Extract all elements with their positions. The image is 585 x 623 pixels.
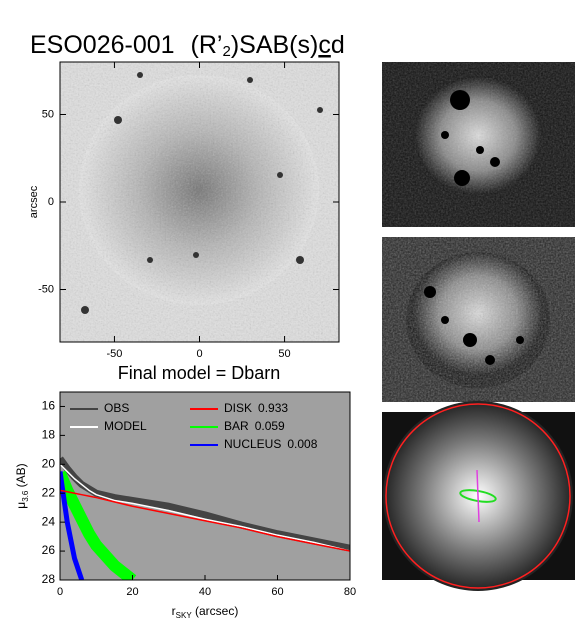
- x-tick-label: 50: [278, 348, 290, 360]
- image-y-label: arcsec: [28, 185, 40, 218]
- y-tick-label: 26: [42, 543, 56, 557]
- x-label-part: SKY: [176, 611, 193, 620]
- y-label-part: μ: [14, 502, 28, 509]
- x-tick-label: -50: [106, 348, 122, 360]
- legend-label: DISK: [224, 401, 252, 415]
- y-label-part: (AB): [14, 463, 28, 490]
- title-class: )SAB(s): [231, 31, 319, 59]
- y-tick-label: 28: [42, 572, 56, 586]
- title-name: ESO026-001: [30, 31, 175, 59]
- y-tick-label: 22: [42, 485, 56, 499]
- series-line: [60, 489, 350, 552]
- legend-label: MODEL: [104, 419, 147, 433]
- x-tick-label: 0: [57, 586, 63, 598]
- y-tick-label: 50: [42, 108, 54, 120]
- title-class: c: [318, 31, 331, 59]
- y-tick-label: 24: [42, 514, 56, 528]
- title: ESO026-001 (R’2)SAB(s)cd: [30, 31, 345, 60]
- y-tick-label: 16: [42, 399, 56, 413]
- x-tick-label: 80: [344, 586, 356, 598]
- x-label-part: r: [172, 604, 176, 618]
- x-label: rSKY (arcsec): [172, 604, 239, 620]
- residual-image: [382, 62, 575, 227]
- legend-fraction: 0.933: [258, 401, 288, 415]
- model-image: [382, 401, 575, 591]
- y-tick-label: 20: [42, 456, 56, 470]
- plot-area: [60, 392, 350, 580]
- title-class: (R’: [191, 31, 223, 59]
- x-tick-label: 0: [196, 348, 202, 360]
- title-class: d: [331, 31, 345, 59]
- series-line: [60, 463, 350, 552]
- x-tick-label: 20: [126, 586, 138, 598]
- legend-fraction: 0.008: [287, 437, 317, 451]
- legend-label: BAR: [224, 419, 249, 433]
- legend-label: NUCLEUS: [224, 437, 281, 451]
- legend-fraction: 0.059: [255, 419, 285, 433]
- series-line: [60, 456, 350, 552]
- y-tick-label: -50: [38, 283, 54, 295]
- y-tick-label: 0: [48, 196, 54, 208]
- x-tick-label: 60: [271, 586, 283, 598]
- plot-lines: [60, 456, 350, 580]
- y-tick-label: 18: [42, 428, 56, 442]
- y-label-part: 3.6: [21, 490, 30, 502]
- title-sub: 2: [222, 43, 230, 60]
- legend-label: OBS: [104, 401, 129, 415]
- series-line: [60, 471, 85, 580]
- x-label-part: (arcsec): [192, 604, 239, 618]
- y-label: μ3.6 (AB): [14, 463, 30, 508]
- subtitle: Final model = Dbarn: [118, 363, 281, 383]
- galaxy-image: [59, 61, 340, 343]
- residual-image: [382, 237, 575, 402]
- x-tick-label: 40: [199, 586, 211, 598]
